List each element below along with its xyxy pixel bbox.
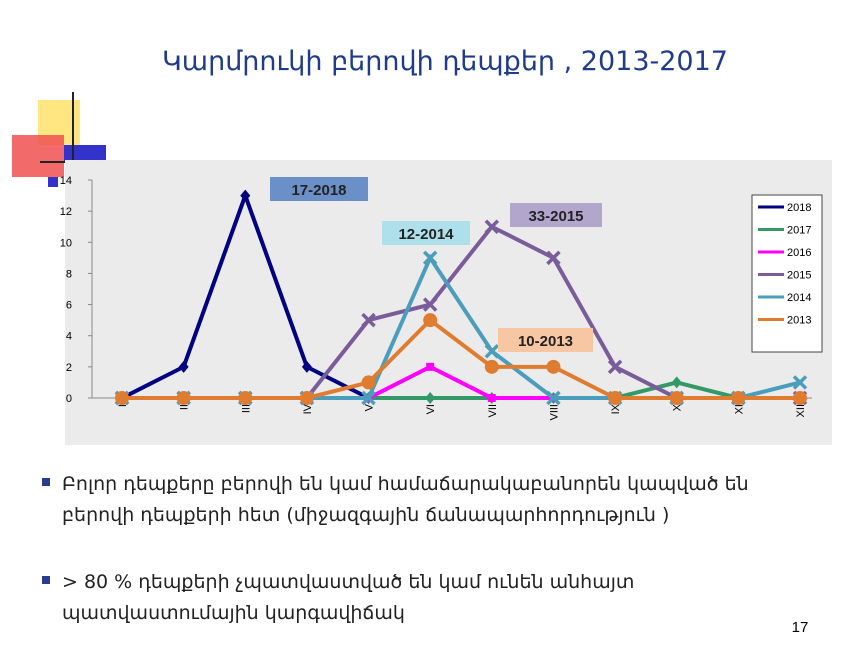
y-tick-label: 10 (60, 237, 72, 249)
point (793, 391, 807, 405)
annotation: 10-2013 (518, 333, 573, 350)
x-tick-label: VI (425, 404, 437, 414)
annotation: 17-2018 (291, 182, 346, 199)
point (546, 359, 561, 374)
point (238, 391, 253, 405)
point (240, 189, 251, 202)
bullet-text: Բոլոր դեպքերը բերովի են կամ համաճարակաբա… (62, 473, 749, 526)
point (484, 359, 499, 374)
point (792, 375, 808, 390)
x-tick-label: XI (733, 404, 745, 414)
annotation-box (498, 328, 593, 352)
point (731, 391, 746, 405)
y-tick-label: 8 (66, 268, 72, 280)
y-tick-label: 4 (66, 331, 72, 343)
x-tick-label: VIII (548, 404, 560, 421)
point (426, 362, 435, 371)
point (484, 219, 500, 234)
point (361, 390, 376, 406)
bullet-marker (42, 576, 50, 584)
y-tick-label: 12 (60, 206, 72, 218)
point (178, 360, 189, 373)
point (361, 375, 376, 390)
point (546, 250, 561, 266)
point (423, 313, 438, 328)
deco (64, 145, 106, 161)
deco (48, 177, 58, 187)
legend-label: 2014 (787, 292, 811, 304)
annotation-box (510, 203, 602, 227)
x-tick-label: IX (610, 403, 622, 414)
y-tick-label: 0 (66, 393, 72, 405)
y-tick-label: 14 (60, 175, 72, 187)
point (176, 391, 191, 405)
legend-label: 2015 (787, 270, 811, 282)
x-tick-label: IV (302, 403, 314, 414)
point (484, 344, 500, 359)
point (487, 394, 496, 402)
y-tick-label: 6 (66, 300, 72, 312)
legend-label: 2016 (787, 247, 811, 259)
y-tick-label: 2 (66, 362, 72, 374)
legend-label: 2018 (787, 202, 811, 214)
point (607, 359, 623, 375)
annotation: 12-2014 (398, 226, 454, 243)
x-tick-label: XII (795, 404, 807, 417)
point (422, 297, 438, 312)
x-tick-label: I (117, 404, 129, 407)
x-tick-label: III (240, 404, 252, 413)
legend-label: 2013 (787, 315, 811, 327)
x-tick-label: VII (487, 404, 499, 417)
bullet-text: > 80 % դեպքերի չպատվաստված են կամ ունեն … (62, 571, 634, 624)
page-number: 17 (792, 619, 809, 636)
x-tick-label: X (672, 403, 684, 411)
legend-label: 2017 (787, 225, 811, 237)
title: Կարմրուկի բերովի դեպքեր , 2013-2017 (162, 46, 728, 77)
x-tick-label: II (179, 404, 191, 410)
point (301, 360, 312, 373)
annotation: 33-2015 (528, 208, 583, 225)
point (425, 392, 436, 404)
point (299, 391, 314, 405)
point (115, 391, 129, 405)
point (669, 391, 684, 405)
point (546, 390, 561, 406)
annotation-box (270, 177, 368, 201)
series-line (122, 317, 800, 400)
annotation-box (382, 221, 470, 245)
bullet-marker (42, 478, 50, 486)
x-tick-label: V (364, 403, 376, 411)
point (608, 391, 623, 405)
point (671, 376, 682, 389)
deco (12, 135, 64, 177)
point (422, 250, 438, 266)
point (361, 312, 376, 328)
